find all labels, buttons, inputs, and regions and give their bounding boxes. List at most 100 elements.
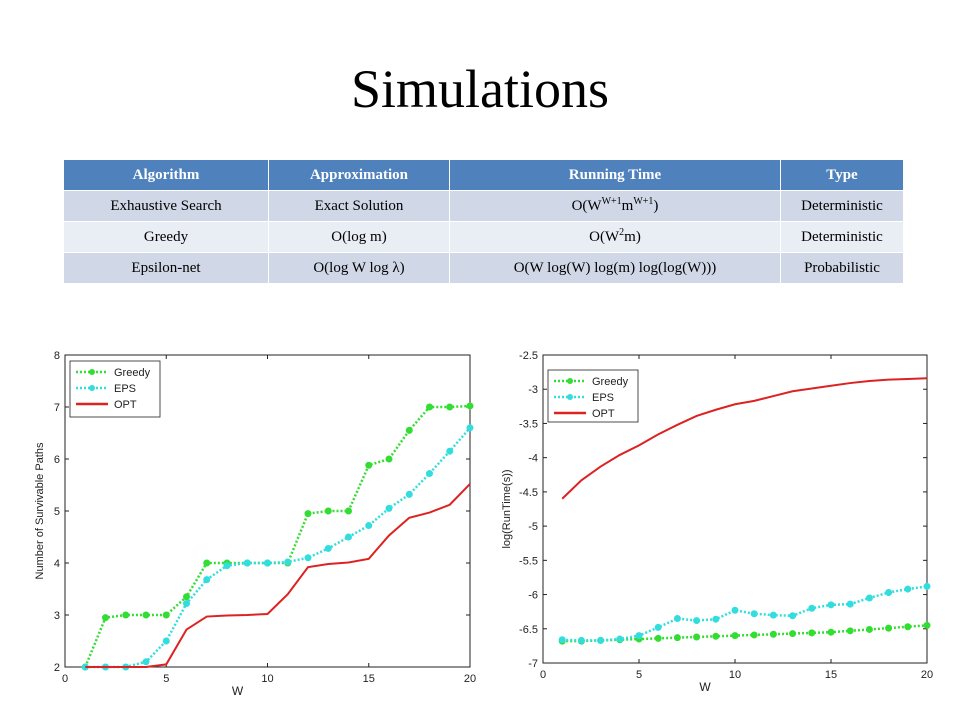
y-tick-label: -5.5 bbox=[519, 555, 538, 567]
data-point-greedy bbox=[405, 426, 413, 434]
rt-sup2: W+1 bbox=[633, 195, 654, 207]
table-row: Epsilon-net O(log W log λ) O(W log(W) lo… bbox=[64, 252, 904, 283]
data-point-eps bbox=[846, 600, 854, 608]
x-axis-label: W bbox=[699, 680, 711, 694]
data-point-eps bbox=[769, 611, 777, 619]
y-tick-label: -7 bbox=[528, 658, 538, 670]
data-point-eps bbox=[324, 544, 332, 552]
data-point-greedy bbox=[345, 507, 352, 515]
data-point-greedy bbox=[885, 624, 893, 632]
x-tick-label: 20 bbox=[464, 673, 476, 685]
rt-mid: m) bbox=[624, 228, 641, 245]
cell-approximation: O(log W log λ) bbox=[268, 252, 450, 283]
cell-approximation: Exact Solution bbox=[268, 190, 450, 222]
legend-marker-greedy bbox=[567, 378, 573, 384]
legend-label-opt: OPT bbox=[592, 408, 615, 420]
table-header-row: Algorithm Approximation Running Time Typ… bbox=[64, 160, 904, 191]
data-point-eps bbox=[673, 615, 681, 623]
data-point-greedy bbox=[324, 507, 332, 515]
cell-running-time: O(W log(W) log(m) log(log(W))) bbox=[449, 252, 781, 283]
rt-mid: m bbox=[621, 197, 634, 214]
header-algorithm: Algorithm bbox=[64, 160, 269, 191]
data-point-eps bbox=[654, 623, 662, 631]
x-tick-label: 10 bbox=[261, 673, 273, 685]
data-point-greedy bbox=[102, 614, 109, 622]
x-tick-label: 5 bbox=[163, 673, 169, 685]
y-tick-label: 8 bbox=[54, 350, 60, 362]
data-point-greedy bbox=[712, 632, 720, 640]
y-tick-label: -3.5 bbox=[519, 418, 538, 430]
data-point-greedy bbox=[446, 403, 454, 411]
data-point-greedy bbox=[365, 461, 373, 469]
legend-label-eps: EPS bbox=[114, 383, 136, 395]
data-point-eps bbox=[731, 606, 739, 614]
data-point-eps bbox=[750, 610, 758, 618]
data-point-greedy bbox=[162, 611, 170, 619]
y-tick-label: 3 bbox=[54, 610, 60, 622]
data-point-greedy bbox=[750, 631, 758, 639]
y-tick-label: 7 bbox=[54, 402, 60, 414]
data-point-eps bbox=[162, 637, 170, 645]
series-line-opt bbox=[85, 483, 471, 668]
x-tick-label: 15 bbox=[825, 669, 837, 681]
cell-type: Deterministic bbox=[780, 221, 904, 253]
x-tick-label: 10 bbox=[729, 669, 741, 681]
x-tick-label: 20 bbox=[921, 669, 933, 681]
data-point-greedy bbox=[808, 629, 816, 637]
data-point-eps bbox=[904, 585, 912, 593]
data-point-eps bbox=[808, 604, 816, 612]
y-tick-label: -6.5 bbox=[519, 624, 538, 636]
legend-label-eps: EPS bbox=[592, 392, 614, 404]
data-point-eps bbox=[616, 635, 624, 643]
data-point-greedy bbox=[654, 634, 662, 642]
x-tick-label: 0 bbox=[62, 673, 68, 685]
data-point-eps bbox=[264, 559, 271, 567]
data-point-eps bbox=[446, 447, 454, 455]
rt-sup1: W+1 bbox=[601, 195, 622, 207]
data-point-greedy bbox=[827, 628, 835, 636]
series-line-opt bbox=[561, 377, 928, 500]
y-tick-label: -4 bbox=[528, 453, 538, 465]
data-point-eps bbox=[789, 612, 797, 620]
x-tick-label: 0 bbox=[540, 669, 546, 681]
data-point-eps bbox=[142, 658, 150, 666]
data-point-greedy bbox=[203, 559, 211, 567]
y-tick-label: 5 bbox=[54, 506, 60, 518]
x-axis-label: W bbox=[232, 684, 244, 698]
data-point-eps bbox=[597, 636, 605, 644]
data-point-eps bbox=[923, 582, 931, 590]
data-point-eps bbox=[885, 589, 893, 597]
data-point-eps bbox=[223, 562, 231, 570]
cell-algorithm: Exhaustive Search bbox=[64, 190, 269, 222]
x-tick-label: 5 bbox=[636, 669, 642, 681]
data-point-eps bbox=[558, 636, 566, 644]
data-point-greedy bbox=[673, 634, 681, 642]
data-point-eps bbox=[693, 617, 701, 625]
cell-algorithm: Greedy bbox=[64, 221, 269, 253]
y-tick-label: -5 bbox=[528, 521, 538, 533]
data-point-greedy bbox=[122, 611, 130, 619]
legend-marker-greedy bbox=[89, 369, 95, 375]
data-point-greedy bbox=[731, 632, 739, 640]
data-point-eps bbox=[203, 576, 211, 584]
rt-base: O(W bbox=[571, 197, 602, 214]
y-tick-label: -2.5 bbox=[519, 350, 538, 362]
y-axis-label: Number of Survivable Paths bbox=[34, 442, 46, 579]
legend-marker-eps bbox=[89, 385, 95, 391]
cell-running-time: O(WW+1mW+1) bbox=[449, 190, 781, 222]
slide-title: Simulations bbox=[350, 59, 610, 119]
legend-label-opt: OPT bbox=[114, 399, 137, 411]
cell-type: Probabilistic bbox=[780, 252, 904, 283]
header-approximation: Approximation bbox=[268, 160, 450, 191]
data-point-greedy bbox=[466, 402, 474, 410]
y-tick-label: -4.5 bbox=[519, 487, 538, 499]
legend-label-greedy: Greedy bbox=[114, 367, 151, 379]
y-tick-label: -3 bbox=[528, 384, 538, 396]
cell-approximation: O(log m) bbox=[268, 221, 450, 253]
table-row: Greedy O(log m) O(W2m) Deterministic bbox=[64, 221, 904, 253]
data-point-eps bbox=[304, 554, 312, 562]
data-point-eps bbox=[385, 504, 393, 512]
x-tick-label: 15 bbox=[363, 673, 375, 685]
data-point-greedy bbox=[846, 627, 854, 635]
